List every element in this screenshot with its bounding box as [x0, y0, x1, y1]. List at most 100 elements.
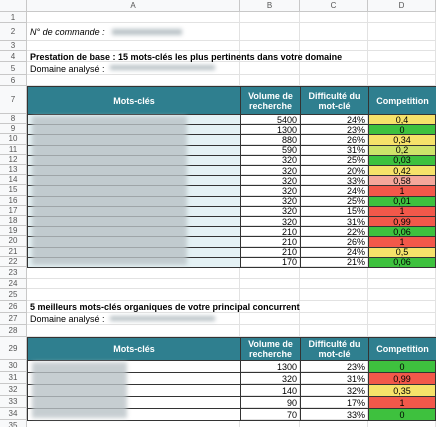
row-number: 20 [0, 236, 27, 247]
grid-cell [240, 360, 300, 372]
grid-cell [300, 134, 368, 145]
row-number: 1 [0, 12, 27, 23]
row-number: 16 [0, 195, 27, 206]
grid-cell [300, 175, 368, 186]
grid-cell [240, 165, 300, 176]
grid-cell [27, 301, 240, 313]
row-number: 7 [0, 86, 27, 114]
row-number: 8 [0, 114, 27, 125]
row-number: 25 [0, 289, 27, 301]
grid-cell [240, 216, 300, 227]
row-number: 29 [0, 337, 27, 360]
volume: 170 [240, 256, 301, 268]
grid-cell [300, 384, 368, 396]
grid-cell [368, 41, 436, 51]
grid-cell [300, 267, 368, 279]
grid-cell [300, 124, 368, 135]
grid-cell [300, 165, 368, 176]
grid-cell [240, 124, 300, 135]
grid-cell [300, 420, 368, 427]
row-number: 6 [0, 75, 27, 86]
grid-cell [27, 23, 240, 41]
grid-cell [300, 313, 368, 325]
grid-cell [240, 289, 300, 301]
grid-cell [27, 12, 240, 23]
grid-cell [300, 62, 368, 75]
grid-cell [300, 114, 368, 125]
row-number: 30 [0, 360, 27, 372]
grid-cell [300, 154, 368, 165]
row-number: 23 [0, 267, 27, 279]
grid-cell [240, 226, 300, 237]
grid-cell [240, 384, 300, 396]
row-number: 34 [0, 408, 27, 420]
grid-cell [368, 279, 436, 289]
row-number: 3 [0, 41, 27, 51]
row-number: 5 [0, 62, 27, 75]
competition: 0,06 [368, 256, 436, 268]
row-number: 35 [0, 420, 27, 427]
grid-cell [300, 372, 368, 384]
grid-cell [300, 246, 368, 257]
row-number: 18 [0, 216, 27, 227]
grid-cell [240, 175, 300, 186]
grid-cell [300, 144, 368, 155]
grid-cell [368, 313, 436, 325]
order-label: N° de commande : [30, 27, 105, 37]
table-title: 5 meilleurs mots-clés organiques de votr… [30, 302, 300, 312]
grid-cell [240, 408, 300, 420]
grid-cell [27, 62, 240, 75]
grid-cell [240, 246, 300, 257]
volume: 70 [240, 408, 301, 421]
table-header: Competition [368, 337, 436, 361]
difficulty: 21% [300, 256, 369, 268]
grid-cell [300, 256, 368, 267]
redacted [110, 316, 215, 321]
grid-cell [240, 372, 300, 384]
table-header: Volume de recherche [240, 86, 301, 115]
grid-cell [240, 325, 300, 337]
grid-cell [240, 41, 300, 51]
row-number: 26 [0, 301, 27, 313]
grid-cell [300, 289, 368, 301]
grid-cell [368, 12, 436, 23]
row-number: 15 [0, 185, 27, 196]
row-number: 19 [0, 226, 27, 237]
grid-cell [27, 279, 240, 289]
row-number: 28 [0, 325, 27, 337]
grid-cell [300, 325, 368, 337]
grid-cell [368, 23, 436, 41]
table-title: Prestation de base : 15 mots-clés les pl… [30, 51, 343, 62]
row-number: 14 [0, 175, 27, 186]
difficulty: 33% [300, 408, 369, 421]
row-number: 22 [0, 256, 27, 267]
grid-cell [300, 41, 368, 51]
grid-cell [27, 420, 240, 427]
grid-cell [300, 75, 368, 86]
grid-cell [300, 226, 368, 237]
corner [0, 0, 27, 12]
row-number: 9 [0, 124, 27, 135]
row-number: 32 [0, 384, 27, 396]
grid-cell [300, 236, 368, 247]
row-number: 27 [0, 313, 27, 325]
grid-cell [240, 301, 300, 313]
table-header: Competition [368, 86, 436, 115]
grid-cell [240, 185, 300, 196]
grid-cell [368, 289, 436, 301]
row-number: 12 [0, 154, 27, 165]
grid-cell [240, 134, 300, 145]
grid-cell [300, 408, 368, 420]
grid-cell [240, 62, 300, 75]
row-number: 2 [0, 23, 27, 41]
grid-cell [300, 396, 368, 408]
grid-cell [300, 279, 368, 289]
grid-cell [240, 23, 300, 41]
grid-cell [27, 75, 240, 86]
table-header: Volume de recherche [240, 337, 301, 361]
grid-cell [27, 289, 240, 301]
row-number: 10 [0, 134, 27, 145]
grid-cell [240, 236, 300, 247]
grid-cell [27, 313, 240, 325]
